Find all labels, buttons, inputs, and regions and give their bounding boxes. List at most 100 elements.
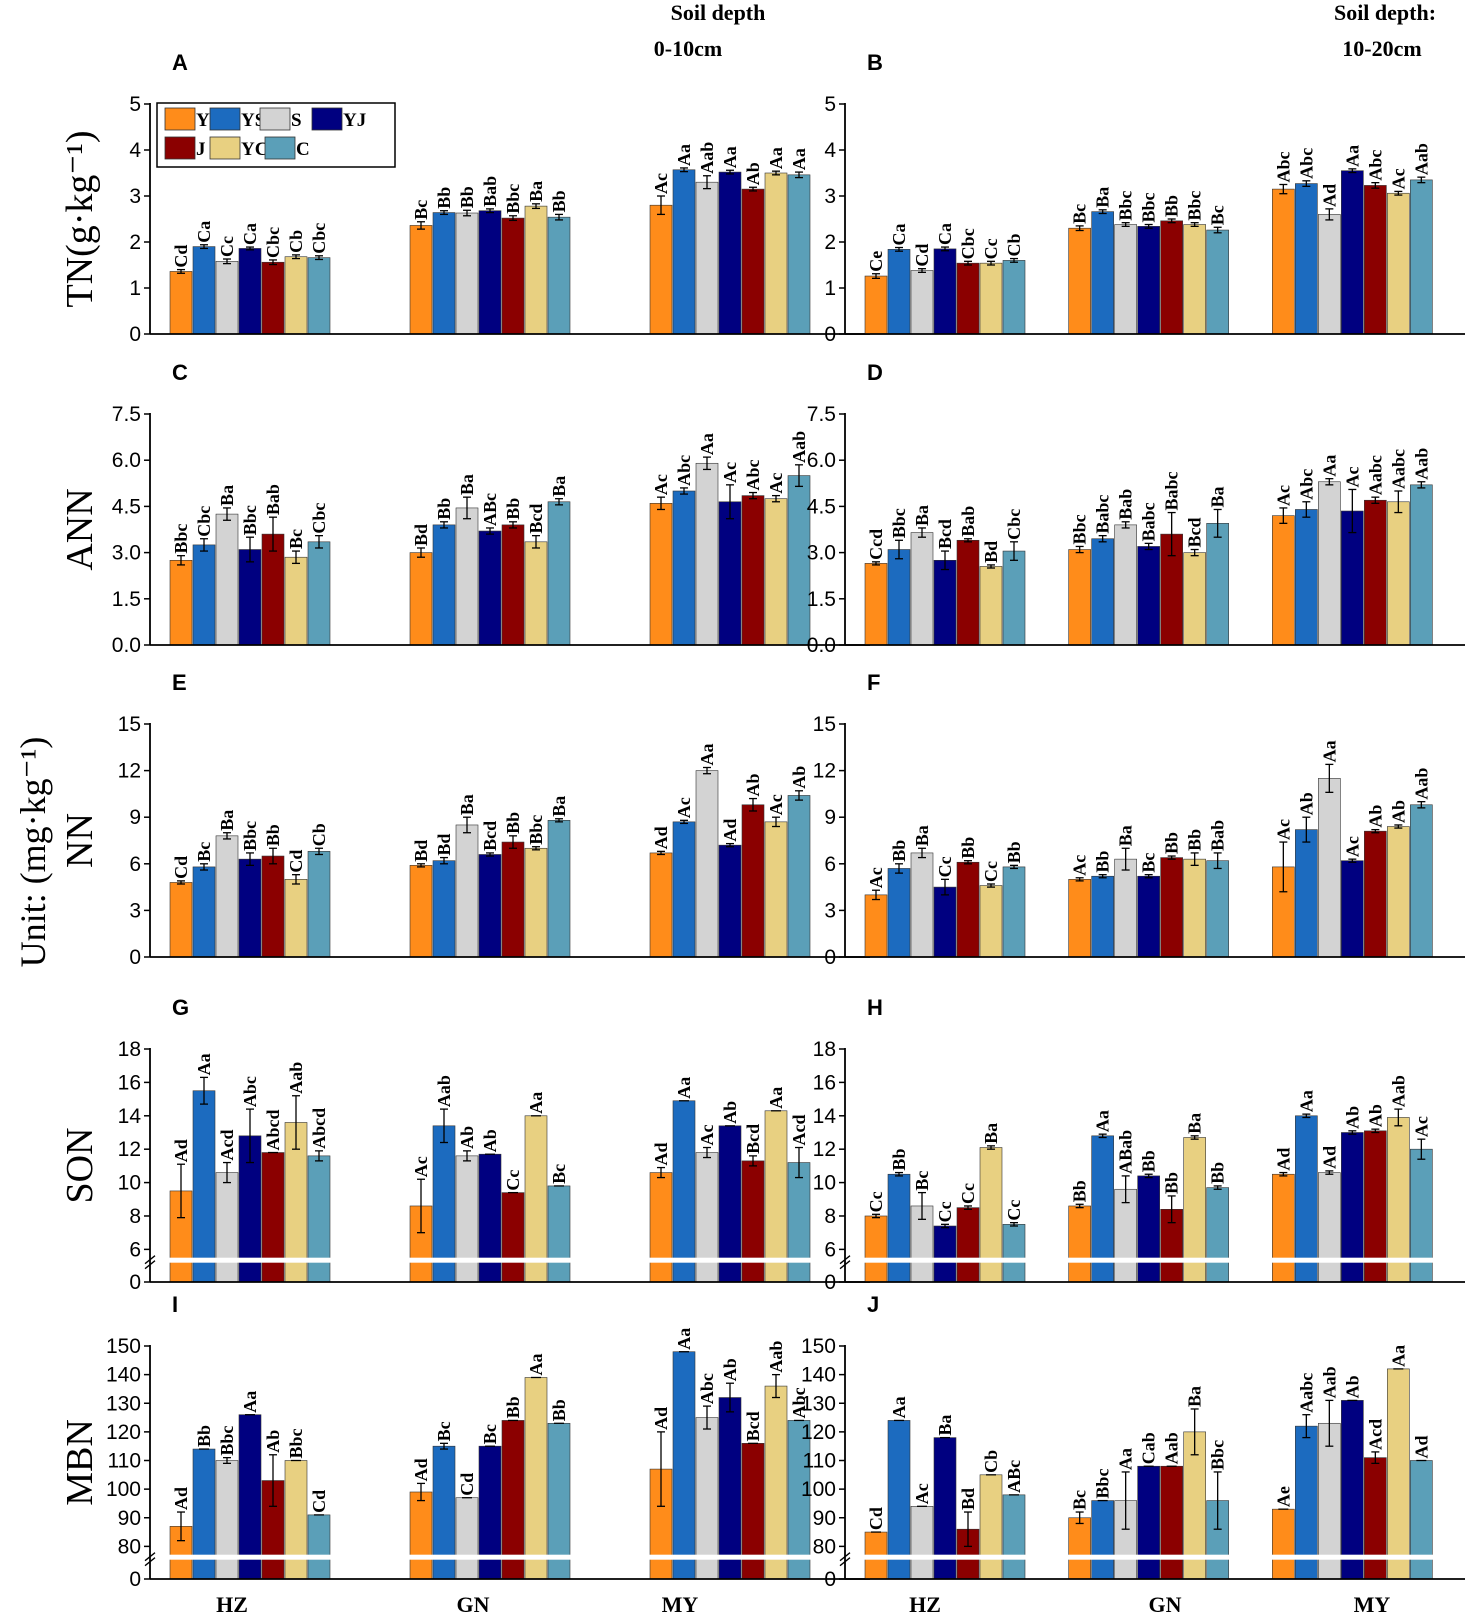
bar-YC [764, 1385, 788, 1580]
bar-S [215, 1460, 239, 1580]
significance-label: Ac [1070, 855, 1090, 876]
significance-label: Bc [1070, 204, 1090, 224]
significance-label: Aab [1319, 1366, 1339, 1398]
y-tick-label: 12 [118, 1138, 141, 1161]
significance-label: Ba [1116, 825, 1136, 846]
y-axis-label: ANN [59, 488, 101, 570]
x-category-hz: HZ [216, 1592, 248, 1617]
significance-label: Bb [1185, 829, 1205, 851]
bar-YJ [478, 1153, 502, 1283]
bar-YJ [238, 248, 262, 335]
y-tick-label: 6 [129, 853, 141, 876]
significance-label: Cbc [309, 223, 329, 254]
significance-label: Bbc [889, 508, 909, 538]
significance-label: Ad [651, 1407, 671, 1430]
significance-label: Ab [1342, 1375, 1362, 1398]
bar-C [1002, 260, 1026, 335]
significance-label: Aab [1411, 143, 1431, 175]
y-tick-label: 12 [118, 760, 141, 783]
significance-label: Bc [286, 529, 306, 549]
bar-S [455, 1497, 479, 1580]
bar-Y [864, 894, 888, 958]
y-tick-label: 3.0 [112, 542, 141, 565]
legend-label-YC: YC [241, 139, 268, 160]
significance-label: Aa [889, 1396, 909, 1418]
bar-J [261, 855, 285, 958]
significance-label: Ab [743, 162, 763, 185]
significance-label: Bbc [1070, 514, 1090, 544]
bar-YS [887, 1173, 911, 1283]
significance-label: Ac [1273, 819, 1293, 840]
panel-letter: J [867, 1292, 879, 1317]
bar-S [1318, 778, 1341, 958]
bar-S [1114, 224, 1137, 335]
significance-label: Abc [1296, 469, 1316, 500]
bar-Y [169, 882, 193, 958]
bar-YS [1295, 829, 1318, 958]
significance-label: Cc [958, 1183, 978, 1204]
y-tick-label: 0 [129, 946, 141, 969]
y-tick-label: 16 [118, 1071, 141, 1094]
significance-label: Bb [434, 187, 454, 209]
bar-S [910, 1506, 934, 1580]
significance-label: Ac [766, 473, 786, 494]
significance-label: Ac [651, 173, 671, 194]
left-header-depth: 0-10cm [654, 36, 722, 61]
significance-label: Cc [866, 1191, 886, 1212]
bar-YC [284, 879, 308, 958]
bar-Y [649, 503, 673, 646]
significance-label: Bb [263, 824, 283, 846]
bar-YS [1091, 538, 1114, 646]
y-tick-label: 5 [824, 93, 836, 116]
significance-label: Aab [1411, 768, 1431, 800]
significance-label: Bb [1162, 195, 1182, 217]
significance-label: Ac [866, 867, 886, 888]
significance-label: Aabc [1365, 455, 1385, 495]
y-tick-label: 3 [129, 185, 141, 208]
y-tick-label: 6 [824, 1238, 836, 1261]
significance-label: Ab [1388, 800, 1408, 823]
significance-label: Bb [889, 1149, 909, 1171]
bar-YS [672, 1351, 696, 1580]
significance-label: ABc [480, 493, 500, 526]
significance-label: Bbc [240, 821, 260, 851]
x-category-my: MY [662, 1592, 699, 1617]
significance-label: Cb [1004, 234, 1024, 257]
bar-C [1002, 1494, 1026, 1580]
significance-label: Ba [549, 476, 569, 497]
panel-letter: H [867, 995, 883, 1020]
y-tick-label: 0 [824, 1568, 836, 1591]
bar-YC [764, 498, 788, 646]
bar-YJ [238, 1414, 262, 1580]
significance-label: Ce [866, 251, 886, 272]
significance-label: Ab [789, 766, 809, 789]
y-tick-label: 90 [813, 1507, 836, 1530]
bar-YC [1387, 501, 1410, 646]
bar-C [307, 1155, 331, 1283]
bar-Y [409, 865, 433, 958]
significance-label: Abc [789, 1387, 809, 1418]
y-tick-label: 14 [813, 1105, 837, 1128]
bar-S [1114, 858, 1137, 958]
y-tick-label: 8 [129, 1205, 141, 1228]
bar-YC [1387, 826, 1410, 958]
significance-label: Ba [457, 794, 477, 815]
significance-label: Ac [1342, 836, 1362, 857]
panel-letter: E [172, 670, 187, 695]
significance-label: Bc [194, 842, 214, 862]
bar-YS [192, 246, 216, 335]
bar-Y [1068, 227, 1091, 335]
bar-YS [672, 169, 696, 335]
significance-label: Aa [240, 1391, 260, 1413]
significance-label: Aab [766, 1341, 786, 1373]
bar-YC [524, 847, 548, 958]
significance-label: Acd [217, 1130, 237, 1161]
y-tick-label: 0 [129, 1568, 141, 1591]
significance-label: Bab [263, 484, 283, 515]
legend-label-C: C [296, 139, 310, 160]
significance-label: Aab [789, 431, 809, 463]
y-tick-label: 120 [801, 1421, 836, 1444]
y-tick-label: 3 [129, 899, 141, 922]
significance-label: Bbc [503, 184, 523, 214]
